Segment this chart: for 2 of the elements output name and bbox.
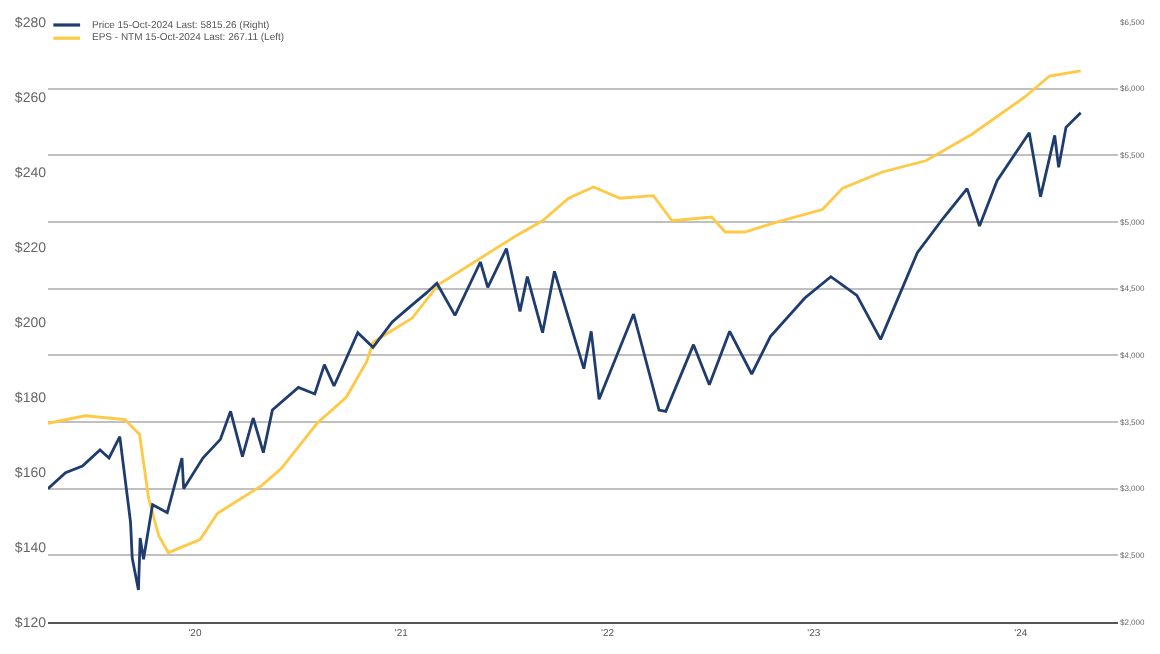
line-series — [48, 69, 1083, 555]
line-series — [48, 111, 1083, 592]
